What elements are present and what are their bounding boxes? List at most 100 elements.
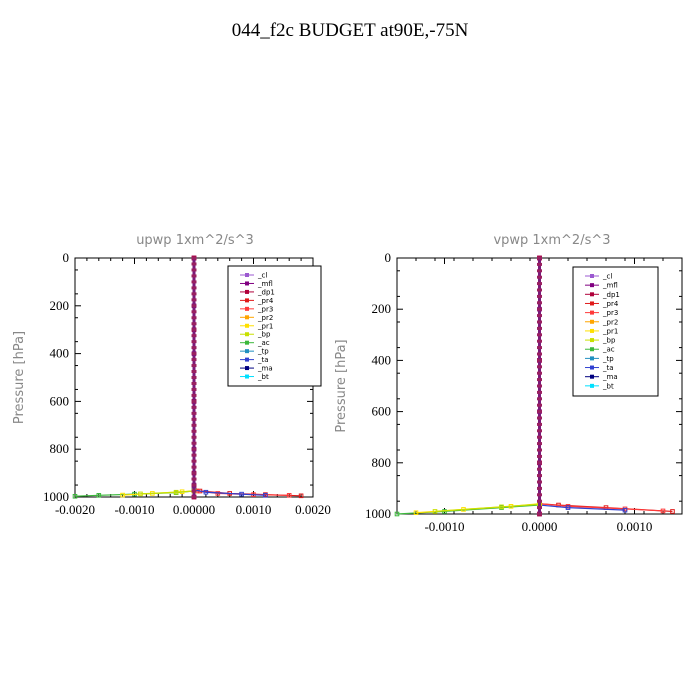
zero-profile-marker (191, 393, 197, 397)
legend-label: _cl (602, 273, 612, 281)
legend-label: _pr3 (257, 305, 273, 313)
legend-label: _pr2 (602, 318, 618, 326)
legend-label: _pr1 (602, 327, 618, 335)
zero-profile-marker (537, 467, 542, 471)
zero-profile-marker (191, 477, 197, 481)
legend-label: _bp (257, 331, 271, 339)
data-point (203, 489, 209, 495)
chart-panel-1: upwp 1xm^2/s^3 Pressure [hPa] 0 200 400 600 80… (12, 233, 331, 517)
zero-profile-marker (537, 384, 542, 388)
legend-marker (590, 301, 594, 306)
zero-profile-marker (537, 256, 542, 260)
zero-profile-marker (191, 352, 197, 356)
legend-label: _pr1 (257, 322, 273, 330)
zero-profile-marker (537, 390, 542, 394)
legend-marker (590, 292, 594, 297)
zero-profile-marker (191, 334, 197, 338)
legend-label: _ma (257, 365, 273, 373)
zero-profile-marker (191, 447, 197, 451)
chart-panel-2: vpwp 1xm^2/s^3 Pressure [hPa] 0 200 400 600 80… (334, 233, 683, 534)
zero-profile-marker (537, 282, 542, 286)
zero-profile-marker (191, 316, 197, 320)
data-point (394, 511, 400, 517)
legend-label: _bp (602, 337, 616, 345)
zero-profile-marker (537, 365, 542, 369)
zero-profile-marker (191, 495, 197, 499)
legend-label: _ac (257, 339, 270, 347)
y-tick-label: 200 (50, 298, 70, 313)
legend-label: _tp (602, 355, 614, 363)
zero-profile-marker (191, 411, 197, 415)
data-point (96, 493, 102, 498)
legend-label: _mfl (257, 280, 273, 288)
zero-profile-marker (191, 441, 197, 445)
zero-profile-marker (537, 288, 542, 292)
legend-label: _ac (602, 346, 615, 354)
legend-label: _dp1 (257, 288, 275, 296)
data-point (622, 507, 628, 513)
legend-marker (245, 340, 249, 345)
zero-profile-marker (191, 405, 197, 409)
data-point (499, 504, 504, 510)
data-point (263, 493, 268, 498)
zero-profile-marker (191, 346, 197, 350)
zero-profile-marker (191, 304, 197, 308)
zero-profile-marker (191, 376, 197, 379)
zero-profile-marker (537, 435, 542, 439)
data-point (432, 509, 438, 514)
legend-label: _pr4 (602, 300, 619, 308)
zero-profile-marker (191, 370, 197, 374)
y-tick-label: 600 (372, 404, 392, 419)
zero-profile-marker (537, 307, 542, 311)
zero-profile-marker (191, 465, 197, 469)
x-tick-label: -0.0010 (114, 502, 154, 517)
zero-profile-marker (191, 292, 197, 296)
legend-label: _pr3 (602, 309, 618, 317)
x-tick-label: 0.0000 (522, 519, 558, 534)
y-tick-label: 0 (385, 250, 392, 265)
x-tick-label: 0.0010 (236, 502, 272, 517)
legend-box (572, 266, 659, 397)
legend-label: _ta (602, 364, 614, 372)
legend-marker (245, 357, 249, 362)
zero-profile-marker (537, 474, 542, 478)
y-tick-label: 800 (372, 455, 392, 470)
legend-marker (590, 310, 594, 315)
zero-profile-marker (537, 326, 542, 330)
zero-profile-marker (191, 340, 197, 344)
data-point (138, 491, 143, 497)
legend-marker (245, 273, 249, 277)
x-tick-label: -0.0020 (55, 502, 95, 517)
zero-profile-marker (191, 435, 197, 439)
legend-label: _mfl (602, 282, 618, 290)
legend-marker (590, 347, 594, 352)
y-tick-label: 200 (372, 301, 392, 316)
zero-profile-marker (191, 399, 197, 403)
legend-label: _ta (257, 356, 269, 364)
zero-profile-marker (537, 512, 542, 516)
zero-profile-marker (537, 442, 542, 446)
zero-profile-marker (191, 429, 197, 433)
zero-profile-marker (191, 423, 197, 427)
legend-marker (590, 338, 594, 343)
legend-marker (590, 374, 594, 379)
legend-marker (245, 281, 249, 286)
data-point (670, 509, 675, 514)
zero-profile-marker (537, 346, 542, 350)
legend-marker (245, 374, 249, 379)
y-tick-label: 0 (63, 250, 70, 265)
zero-profile-marker (537, 486, 542, 490)
zero-profile-marker (537, 416, 542, 420)
data-point (239, 491, 244, 497)
legend-marker (245, 323, 249, 328)
series-line-ta (539, 504, 626, 511)
zero-profile-marker (537, 403, 542, 407)
zero-profile-marker (537, 358, 542, 362)
zero-profile-marker (191, 262, 197, 266)
zero-profile-marker (191, 256, 197, 260)
zero-profile-marker (191, 453, 197, 457)
zero-profile-marker (537, 461, 542, 465)
zero-profile-marker (191, 280, 197, 284)
zero-profile-marker (191, 268, 197, 272)
legend-label: _dp1 (602, 291, 620, 299)
